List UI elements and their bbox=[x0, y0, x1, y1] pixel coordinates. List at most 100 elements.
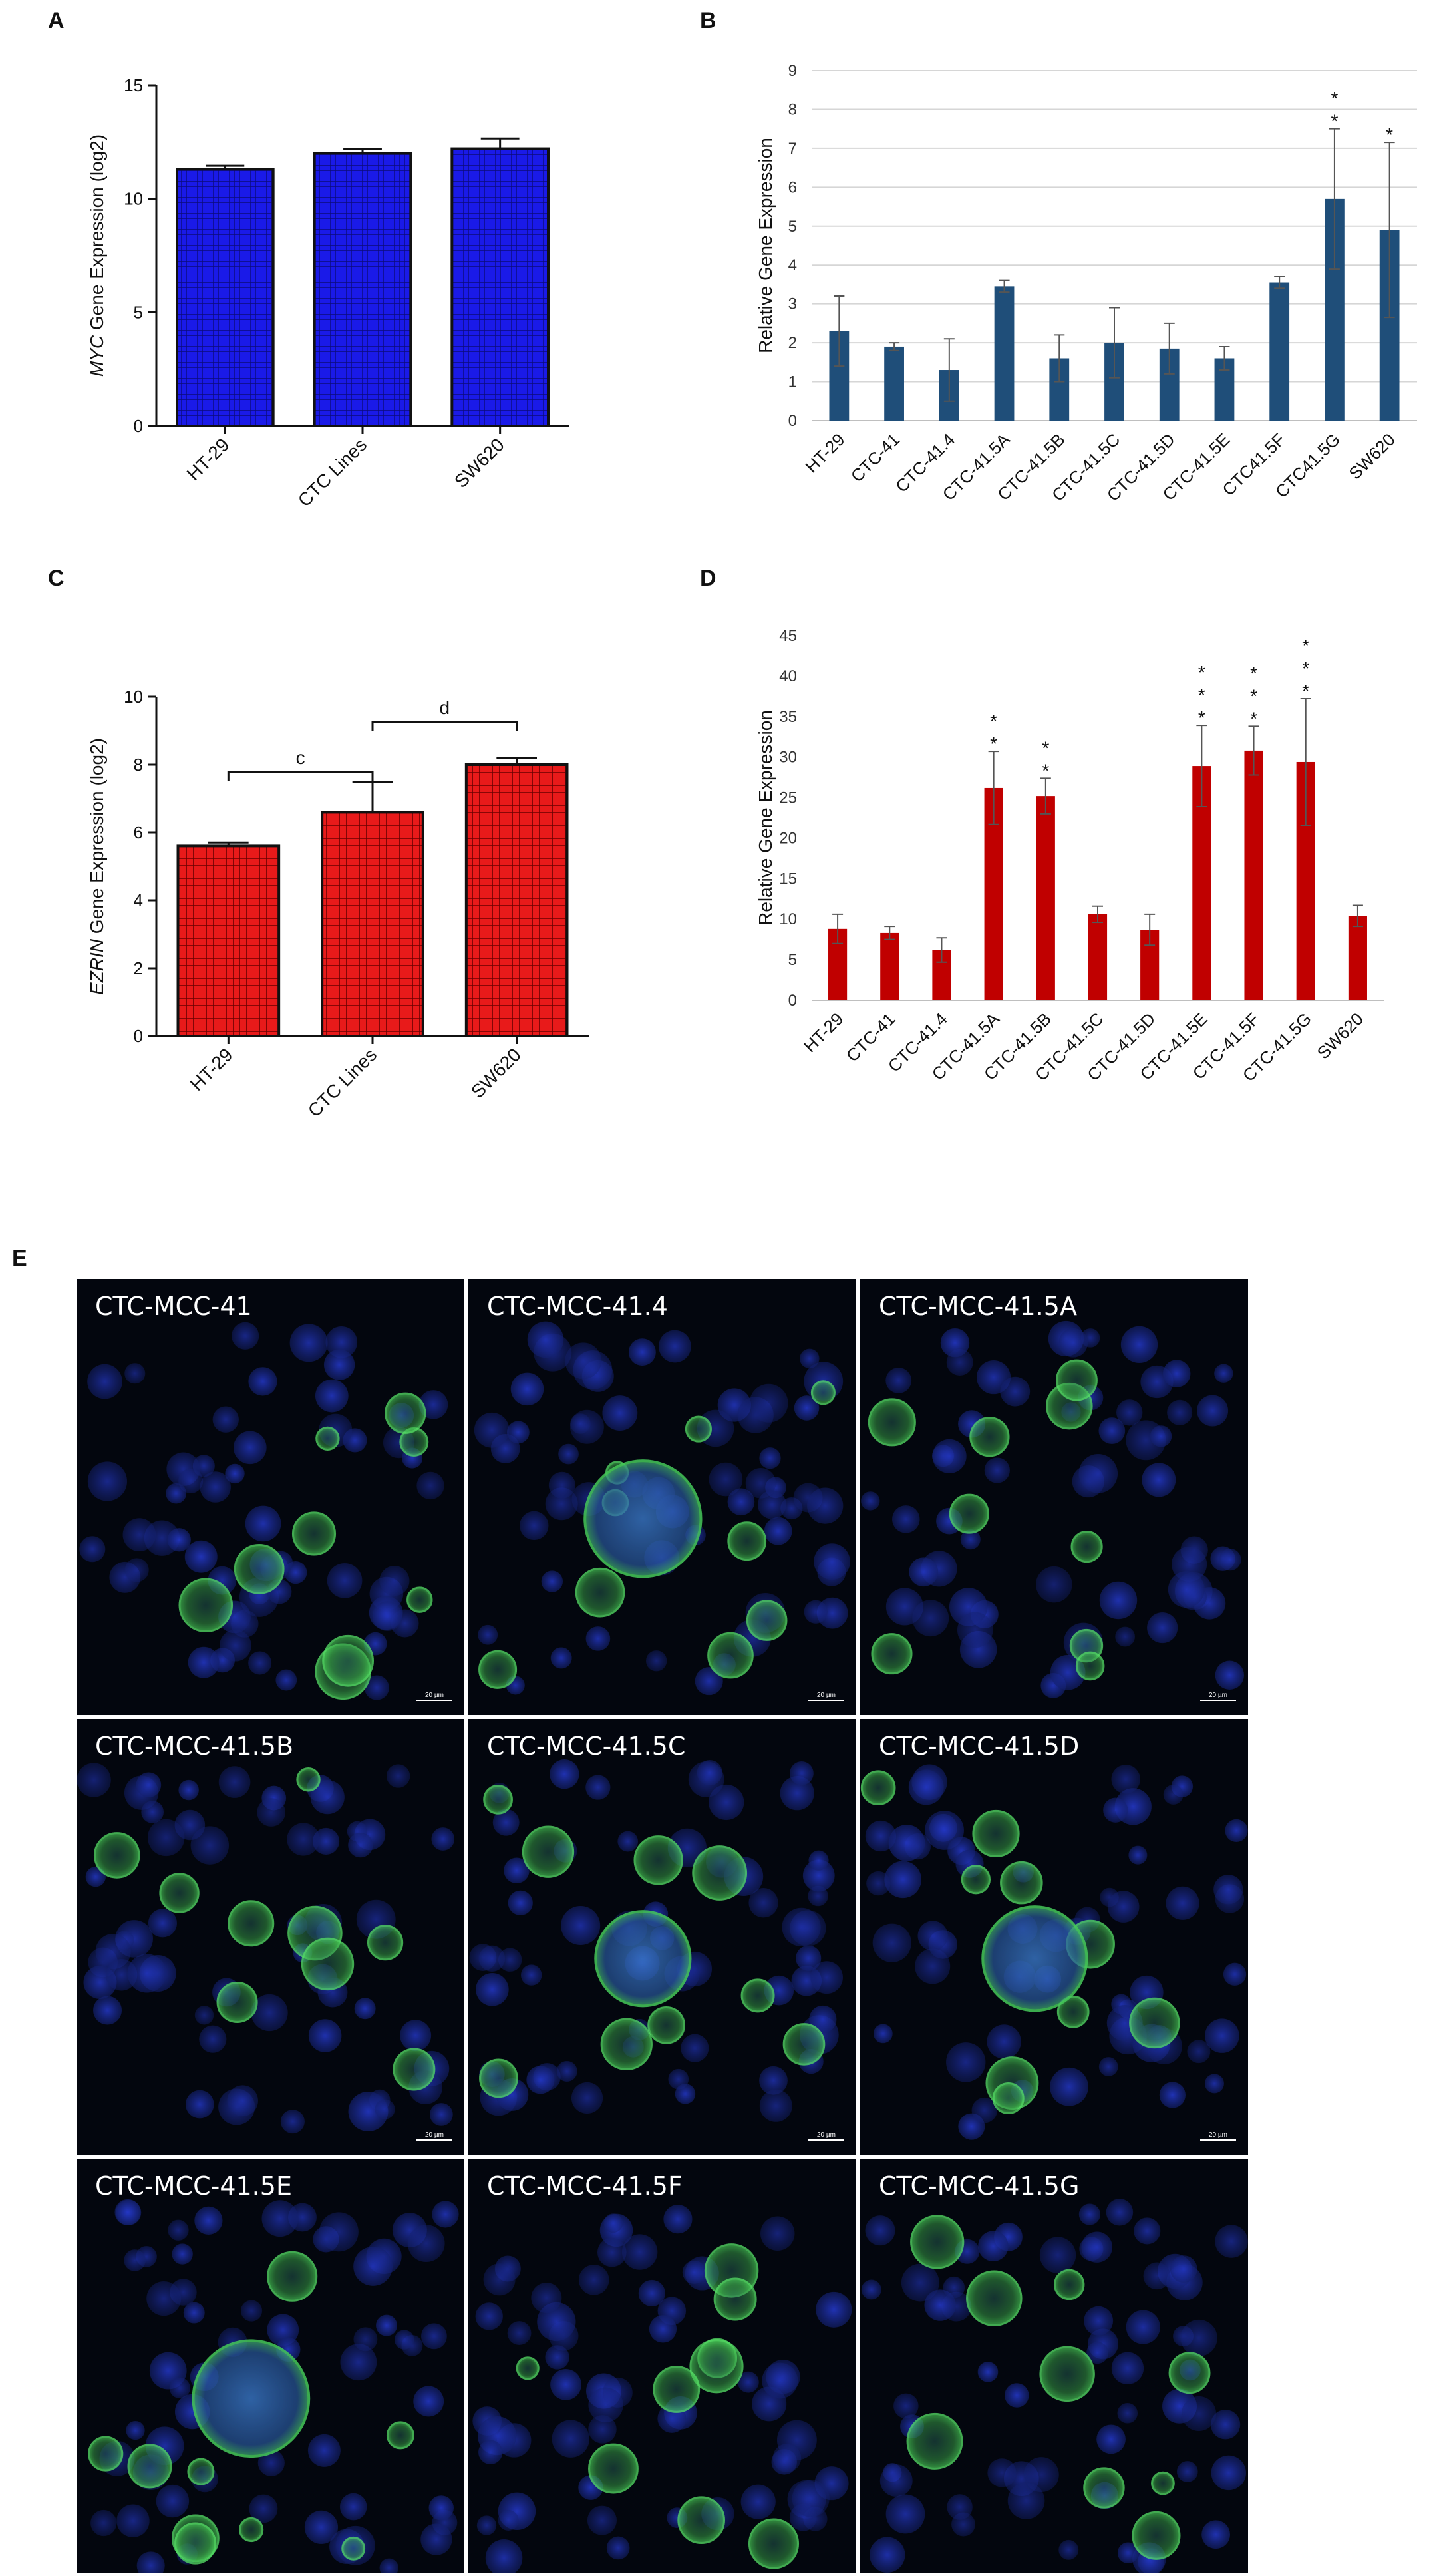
significance-star: * bbox=[1042, 737, 1049, 758]
nucleus bbox=[1214, 1364, 1233, 1383]
nucleus bbox=[1007, 2482, 1045, 2519]
nucleus bbox=[257, 1798, 286, 1827]
scale-bar-label: 20 µm bbox=[425, 1692, 444, 1699]
cell bbox=[1129, 1997, 1180, 2049]
nucleus bbox=[561, 1905, 601, 1945]
significance-star: * bbox=[1250, 708, 1257, 729]
nucleus bbox=[141, 1801, 164, 1823]
bracket-label: c bbox=[296, 747, 305, 768]
nucleus bbox=[1223, 1962, 1247, 1986]
nucleus bbox=[621, 2234, 658, 2270]
nucleus bbox=[901, 2263, 939, 2302]
nucleus bbox=[87, 1364, 122, 1399]
nucleus bbox=[420, 2523, 452, 2555]
nucleus bbox=[200, 1471, 231, 1503]
significance-star: * bbox=[1302, 681, 1309, 701]
cell bbox=[341, 2536, 366, 2561]
cell bbox=[949, 1493, 989, 1534]
nucleus bbox=[492, 1809, 520, 1836]
y-tick-label: 15 bbox=[124, 75, 143, 95]
nucleus bbox=[570, 1413, 591, 1434]
nucleus bbox=[1180, 2319, 1217, 2356]
nucleus bbox=[240, 2300, 263, 2322]
nucleus bbox=[1204, 2074, 1224, 2094]
cell bbox=[127, 2444, 172, 2489]
nucleus bbox=[526, 2066, 555, 2094]
cell bbox=[478, 1650, 518, 1689]
nucleus bbox=[507, 2321, 532, 2345]
x-tick-label: HT-29 bbox=[801, 429, 848, 476]
nucleus bbox=[184, 1540, 218, 1573]
nucleus bbox=[1211, 2455, 1246, 2491]
significance-star: * bbox=[1250, 663, 1257, 683]
cell bbox=[1083, 2467, 1125, 2509]
nucleus bbox=[550, 2368, 581, 2400]
nucleus bbox=[740, 2484, 776, 2519]
y-tick-label: 8 bbox=[134, 755, 143, 775]
nucleus bbox=[312, 1827, 340, 1855]
micrograph-background bbox=[77, 1279, 464, 1715]
nucleus bbox=[588, 2387, 623, 2422]
x-tick-label: SW620 bbox=[467, 1044, 525, 1102]
nucleus bbox=[1039, 2237, 1076, 2273]
cell bbox=[860, 1770, 896, 1806]
bar bbox=[994, 286, 1015, 421]
nucleus bbox=[476, 1972, 509, 2006]
nucleus bbox=[166, 1483, 187, 1504]
nucleus bbox=[212, 1406, 239, 1433]
chart-d-relative-expression: 0 5 10 15 20 25 30 35 40 45 Relative Gene Expressi… bbox=[755, 627, 1384, 1085]
nucleus bbox=[548, 1471, 575, 1499]
nucleus bbox=[1023, 2457, 1059, 2493]
nucleus bbox=[327, 1563, 363, 1598]
nucleus bbox=[760, 2216, 795, 2251]
nucleus bbox=[126, 2420, 145, 2440]
nucleus bbox=[304, 2510, 339, 2544]
micrograph-tile: CTC-MCC-41.5A 20 µm bbox=[860, 1279, 1248, 1715]
nucleus bbox=[682, 2260, 706, 2284]
cell bbox=[969, 1417, 1010, 1457]
nucleus bbox=[156, 2484, 190, 2518]
significance-star: * bbox=[1331, 89, 1338, 109]
y-tick-label: 5 bbox=[788, 218, 797, 236]
y-tick-label: 4 bbox=[788, 256, 797, 274]
micrograph-tile: CTC-MCC-41.5F bbox=[468, 2159, 856, 2576]
nucleus bbox=[428, 2495, 454, 2521]
chart-b-relative-expression: 0 1 2 3 4 5 6 7 8 9 Relative Gene Expression HT-29C… bbox=[755, 62, 1417, 505]
nucleus bbox=[1058, 1328, 1088, 1358]
nucleus bbox=[249, 2494, 278, 2523]
nucleus bbox=[79, 1536, 106, 1563]
micrograph-label: CTC-MCC-41.4 bbox=[487, 1292, 668, 1321]
bar bbox=[884, 346, 904, 421]
cell bbox=[1168, 2352, 1211, 2394]
nucleus bbox=[587, 2505, 617, 2535]
nucleus bbox=[1116, 1399, 1143, 1426]
nucleus bbox=[122, 1518, 156, 1552]
nucleus bbox=[917, 1921, 948, 1951]
x-tick-label: CTC Lines bbox=[304, 1044, 381, 1121]
nucleus bbox=[1106, 2199, 1134, 2226]
cell bbox=[740, 1978, 775, 2013]
nucleus bbox=[407, 2225, 445, 2263]
nucleus bbox=[873, 2024, 893, 2044]
y-tick-label: 10 bbox=[779, 910, 797, 928]
nucleus bbox=[1050, 2067, 1088, 2106]
cell bbox=[291, 1511, 337, 1556]
nucleus bbox=[737, 2371, 759, 2393]
x-tick-label: SW620 bbox=[1345, 429, 1399, 484]
nucleus bbox=[727, 1488, 755, 1516]
cell bbox=[871, 1633, 913, 1675]
nucleus bbox=[1134, 2217, 1161, 2245]
nucleus bbox=[124, 1558, 149, 1582]
nucleus bbox=[879, 2464, 913, 2497]
nucleus bbox=[114, 2199, 141, 2225]
y-tick-label: 0 bbox=[788, 992, 797, 1010]
nucleus bbox=[1210, 2410, 1241, 2440]
nucleus bbox=[571, 2082, 603, 2114]
nucleus bbox=[872, 1923, 911, 1962]
cell bbox=[234, 1543, 285, 1594]
chart-a-myc-expression: 0 5 10 15 MYC Gene Expression (log2) HT-29 CTC… bbox=[86, 75, 569, 511]
significance-star: * bbox=[1302, 658, 1309, 679]
cell bbox=[727, 1521, 767, 1561]
nucleus bbox=[617, 1831, 639, 1852]
